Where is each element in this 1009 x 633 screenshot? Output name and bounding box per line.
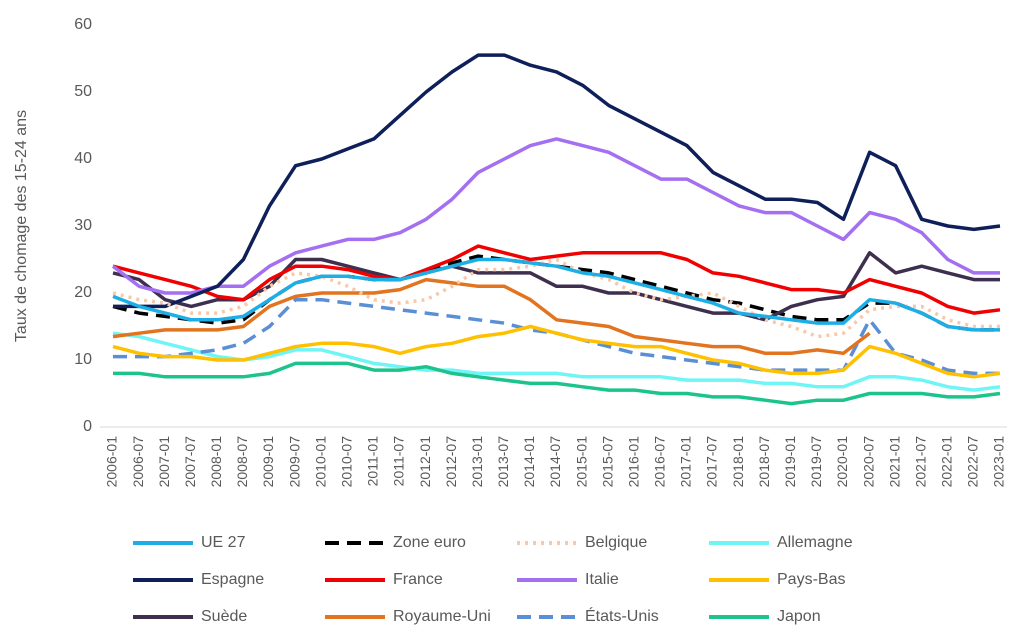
series-line bbox=[112, 257, 1000, 332]
x-tick-label: 2010-07 bbox=[338, 436, 354, 488]
x-tick-label: 2013-07 bbox=[495, 436, 511, 488]
legend-label: Espagne bbox=[201, 571, 264, 588]
legend-label: Belgique bbox=[585, 534, 647, 551]
x-tick-label: 2018-07 bbox=[756, 436, 772, 488]
x-tick-label: 2018-01 bbox=[730, 436, 746, 488]
y-tick-label: 40 bbox=[74, 150, 92, 167]
x-tick-label: 2019-07 bbox=[808, 436, 824, 488]
x-tick-label: 2014-07 bbox=[547, 436, 563, 488]
x-tick-label: 2008-01 bbox=[208, 436, 224, 488]
legend-label: France bbox=[393, 571, 443, 588]
x-tick-label: 2006-07 bbox=[130, 436, 146, 488]
x-tick-label: 2006-01 bbox=[104, 436, 120, 488]
y-tick-label: 10 bbox=[74, 351, 92, 368]
legend-label: Allemagne bbox=[777, 534, 853, 551]
series-line bbox=[112, 324, 1001, 379]
x-tick-label: 2021-07 bbox=[912, 436, 928, 488]
x-tick-label: 2017-07 bbox=[704, 436, 720, 488]
series-line bbox=[112, 244, 1001, 315]
x-tick-label: 2008-07 bbox=[234, 436, 250, 488]
x-tick-label: 2017-01 bbox=[678, 436, 694, 488]
x-tick-label: 2015-01 bbox=[573, 436, 589, 488]
x-tick-label: 2013-01 bbox=[469, 436, 485, 488]
legend-label: Suède bbox=[201, 608, 247, 625]
series-line bbox=[113, 53, 1001, 309]
legend-label: Pays-Bas bbox=[777, 571, 845, 588]
legend-label: Italie bbox=[585, 571, 619, 588]
series-line bbox=[112, 277, 871, 356]
x-tick-label: 2015-07 bbox=[599, 436, 615, 488]
x-tick-label: 2011-01 bbox=[365, 436, 381, 487]
x-tick-label: 2016-01 bbox=[625, 436, 641, 488]
x-tick-label: 2007-01 bbox=[156, 436, 172, 488]
legend-label: Royaume-Uni bbox=[393, 608, 491, 625]
series-line bbox=[112, 251, 1000, 322]
x-tick-label: 2009-07 bbox=[286, 436, 302, 488]
y-tick-label: 60 bbox=[74, 16, 92, 33]
legend-label: Japon bbox=[777, 608, 821, 625]
series-line bbox=[111, 137, 1000, 295]
y-tick-label: 20 bbox=[74, 284, 92, 301]
y-tick-label: 30 bbox=[74, 217, 92, 234]
x-tick-label: 2023-01 bbox=[991, 436, 1007, 488]
series-line bbox=[112, 331, 1001, 392]
legend-label: États-Unis bbox=[585, 606, 659, 625]
x-tick-label: 2020-07 bbox=[860, 436, 876, 488]
x-tick-label: 2012-07 bbox=[443, 436, 459, 488]
x-tick-label: 2020-01 bbox=[834, 436, 850, 488]
x-tick-label: 2014-01 bbox=[521, 436, 537, 488]
series-line bbox=[113, 361, 1001, 406]
y-tick-label: 0 bbox=[83, 418, 92, 435]
x-tick-label: 2021-01 bbox=[886, 436, 902, 488]
x-tick-label: 2016-07 bbox=[652, 436, 668, 488]
legend-label: Zone euro bbox=[393, 534, 466, 551]
series-line bbox=[112, 257, 1000, 339]
x-tick-label: 2007-07 bbox=[182, 436, 198, 488]
x-tick-label: 2022-01 bbox=[939, 436, 955, 488]
legend-label: UE 27 bbox=[201, 534, 246, 551]
x-tick-label: 2010-01 bbox=[312, 436, 328, 488]
x-tick-label: 2022-07 bbox=[965, 436, 981, 488]
y-tick-label: 50 bbox=[74, 83, 92, 100]
x-tick-label: 2012-01 bbox=[417, 436, 433, 488]
x-tick-label: 2009-01 bbox=[260, 436, 276, 488]
x-tick-label: 2019-01 bbox=[782, 436, 798, 488]
x-tick-label: 2011-07 bbox=[391, 436, 407, 487]
y-axis-label: Taux de chomage des 15-24 ans bbox=[13, 110, 30, 342]
